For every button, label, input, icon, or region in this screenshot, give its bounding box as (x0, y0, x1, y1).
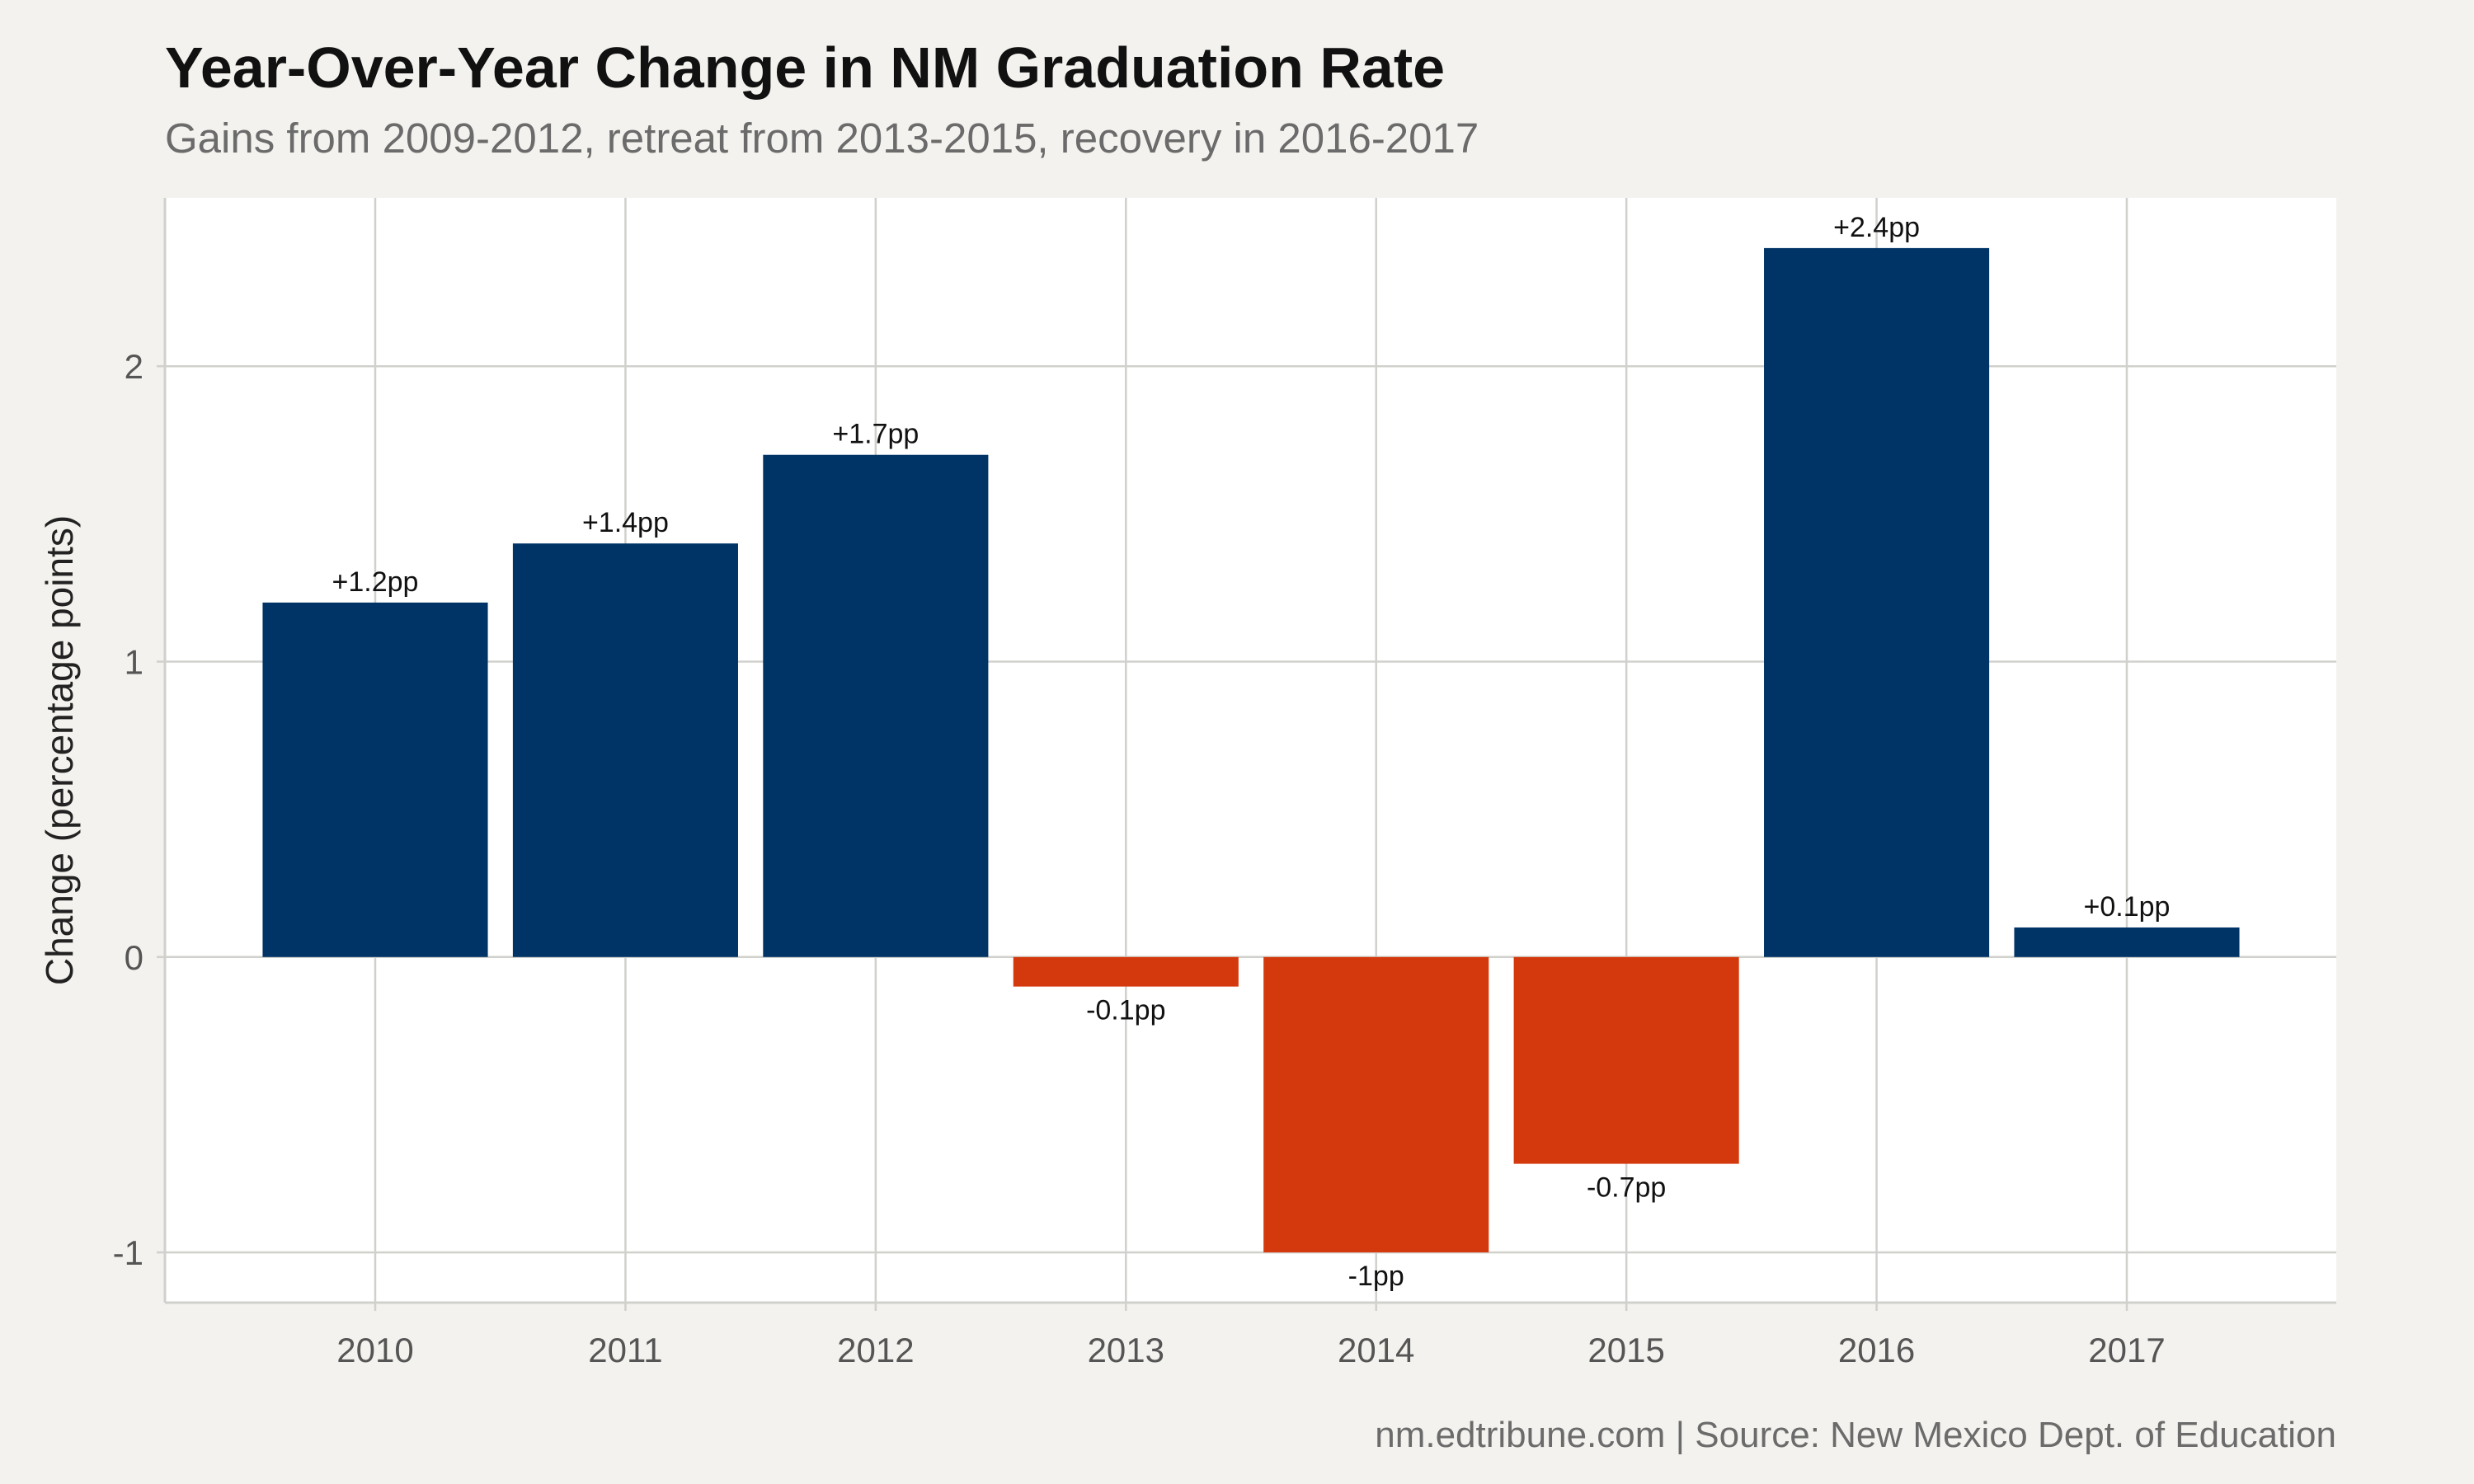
x-tick-label: 2017 (2088, 1331, 2165, 1369)
x-tick-label: 2013 (1088, 1331, 1164, 1369)
x-tick-label: 2010 (336, 1331, 413, 1369)
data-label-2011: +1.4pp (582, 507, 669, 538)
data-label-2015: -0.7pp (1587, 1172, 1666, 1204)
data-label-2010: +1.2pp (332, 566, 419, 598)
chart-caption: nm.edtribune.com | Source: New Mexico De… (1375, 1415, 2336, 1455)
chart-subtitle: Gains from 2009-2012, retreat from 2013-… (165, 115, 1479, 162)
data-label-2017: +0.1pp (2084, 891, 2171, 923)
data-label-2014: -1pp (1348, 1261, 1404, 1292)
bar-2017 (2014, 927, 2240, 957)
data-label-2013: -0.1pp (1086, 995, 1165, 1026)
y-axis-title: Change (percentage points) (38, 515, 81, 985)
y-tick-label: 2 (125, 347, 143, 386)
bar-2012 (763, 454, 989, 957)
x-tick-label: 2011 (588, 1331, 662, 1369)
x-tick-label: 2012 (837, 1331, 914, 1369)
y-tick-label: 1 (125, 643, 143, 682)
x-tick-label: 2015 (1587, 1331, 1664, 1369)
bar-2016 (1764, 247, 1990, 957)
bar-2013 (1013, 956, 1239, 987)
data-label-2016: +2.4pp (1833, 212, 1920, 243)
x-tick-label: 2014 (1338, 1331, 1414, 1369)
y-tick-label: -1 (113, 1233, 143, 1272)
chart-title: Year-Over-Year Change in NM Graduation R… (165, 35, 1446, 100)
plot-panel (165, 198, 2336, 1303)
x-tick-label: 2016 (1838, 1331, 1915, 1369)
data-label-2012: +1.7pp (832, 419, 919, 450)
bar-2014 (1263, 956, 1489, 1253)
bar-2015 (1513, 956, 1739, 1164)
bar-2010 (262, 602, 488, 957)
bar-2011 (512, 543, 738, 957)
y-tick-label: 0 (125, 938, 143, 977)
